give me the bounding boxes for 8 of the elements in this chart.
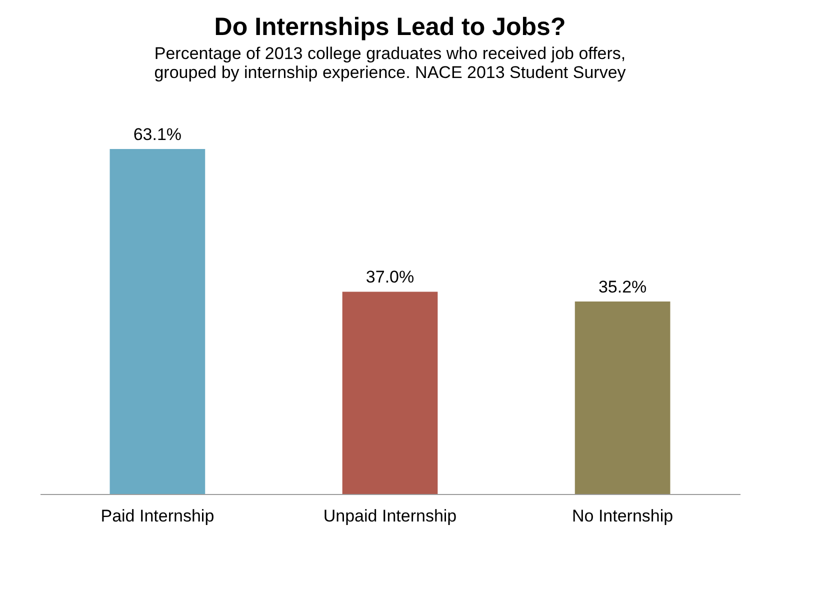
data-label: 37.0%	[366, 268, 414, 287]
chart-subtitle: Percentage of 2013 college graduates who received job offers, grouped by internship experience. NACE 2013 Student Survey	[154, 44, 626, 82]
data-label: 63.1%	[133, 125, 182, 144]
x-tick-label: No Internship	[572, 506, 674, 526]
x-tick-label: Unpaid Internship	[323, 506, 457, 526]
x-tick-label: Paid Internship	[100, 506, 214, 526]
chart-title: Do Internships Lead to Jobs?	[214, 13, 566, 41]
data-label: 35.2%	[598, 278, 647, 297]
